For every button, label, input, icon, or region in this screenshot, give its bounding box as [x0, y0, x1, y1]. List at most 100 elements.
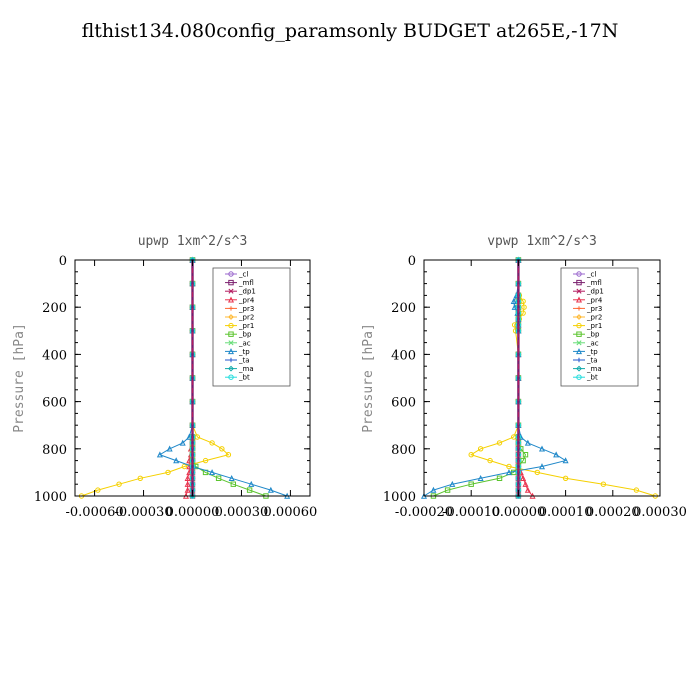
- legend-marker: [228, 374, 234, 380]
- data-point: [510, 297, 517, 304]
- y-tick-label: 400: [391, 348, 416, 363]
- data-point: [184, 486, 191, 493]
- data-point: [468, 481, 474, 487]
- data-point: [137, 475, 143, 481]
- legend-marker: [228, 322, 234, 329]
- y-tick-label: 1000: [383, 490, 416, 505]
- legend-label: _pr1: [586, 322, 602, 330]
- legend-label: _ta: [586, 357, 598, 365]
- legend-label: _pr3: [586, 305, 602, 313]
- legend-marker: [576, 365, 582, 372]
- y-tick-label: 800: [391, 443, 416, 458]
- legend-marker: [576, 271, 582, 277]
- data-point: [477, 446, 484, 452]
- legend-label: _tp: [238, 348, 250, 356]
- legend-marker: [576, 340, 582, 346]
- legend-label: _bt: [238, 374, 250, 382]
- y-axis-label: Pressure [hPa]: [12, 323, 27, 433]
- data-point: [228, 474, 235, 481]
- legend-marker: [228, 288, 234, 294]
- data-point: [156, 451, 163, 458]
- legend-label: _bt: [586, 374, 598, 382]
- series-line: [423, 260, 567, 497]
- data-point: [562, 457, 569, 464]
- data-point: [165, 469, 171, 476]
- x-tick-label: -0.00020: [395, 505, 453, 520]
- legend-label: _tp: [586, 348, 598, 356]
- data-point: [95, 487, 101, 493]
- data-point: [209, 440, 215, 446]
- data-point: [522, 480, 529, 487]
- data-point: [468, 452, 474, 458]
- data-point: [267, 486, 274, 493]
- data-point: [179, 439, 186, 446]
- data-point: [230, 481, 236, 487]
- data-point: [496, 475, 503, 482]
- legend-box: [560, 267, 639, 387]
- panel-title: vpwp 1xm^2/s^3: [487, 234, 597, 249]
- x-tick-label: 0.00000: [166, 505, 220, 520]
- legend-label: _ac: [238, 339, 251, 347]
- legend-box: [212, 267, 291, 387]
- legend-label: _pr3: [238, 305, 254, 313]
- data-point: [219, 446, 225, 452]
- y-tick-label: 800: [42, 443, 67, 458]
- legend: _cl_mfl_dp1_pr4_pr3_pr2_pr1_bp_ac_tp_ta_…: [212, 267, 291, 387]
- legend-label: _pr2: [238, 314, 254, 322]
- legend-label: _mfl: [586, 279, 602, 287]
- legend-label: _pr4: [238, 296, 255, 304]
- legend-marker: [228, 357, 234, 363]
- legend-marker: [228, 331, 234, 337]
- y-tick-label: 0: [59, 254, 67, 269]
- legend-label: _pr4: [586, 296, 603, 304]
- legend-marker: [576, 331, 582, 337]
- data-point: [225, 452, 232, 458]
- legend-marker: [576, 357, 582, 363]
- y-tick-label: 0: [408, 254, 416, 269]
- x-tick-label: -0.00060: [66, 505, 124, 520]
- data-point: [524, 486, 531, 493]
- legend-marker: [576, 322, 582, 329]
- x-tick-label: 0.00010: [539, 505, 593, 520]
- data-point: [521, 304, 527, 310]
- data-point: [538, 463, 546, 470]
- legend-marker: [228, 306, 234, 311]
- y-axis-label: Pressure [hPa]: [361, 323, 376, 433]
- legend-label: _dp1: [238, 288, 256, 296]
- vpwp-panel: vpwp 1xm^2/s^3 Pressure [hPa] 0 200 400 600 80…: [361, 234, 687, 520]
- data-point: [181, 463, 188, 470]
- data-point: [538, 445, 546, 452]
- series-line: [433, 260, 527, 497]
- legend-marker: [576, 314, 582, 320]
- legend-label: _cl: [238, 271, 248, 279]
- data-point: [184, 474, 191, 481]
- legend-marker: [575, 348, 583, 355]
- data-point: [506, 463, 512, 470]
- data-point: [520, 474, 527, 481]
- legend-marker: [227, 296, 235, 303]
- legend-label: _ta: [238, 357, 250, 365]
- data-point: [246, 487, 253, 493]
- panel-title: upwp 1xm^2/s^3: [138, 234, 248, 249]
- y-tick-label: 600: [42, 396, 67, 411]
- series-line: [81, 260, 230, 497]
- legend-marker: [228, 279, 234, 286]
- legend-label: _pr1: [238, 322, 254, 330]
- y-tick-label: 1000: [34, 490, 67, 505]
- data-point: [562, 475, 569, 481]
- legend-marker: [575, 296, 583, 303]
- series-pr1: [78, 257, 232, 499]
- legend-marker: [576, 374, 582, 380]
- data-point: [522, 452, 529, 458]
- data-point: [505, 469, 512, 476]
- legend-label: _dp1: [586, 288, 604, 296]
- legend-label: _cl: [586, 271, 596, 279]
- data-point: [477, 474, 484, 481]
- y-tick-label: 200: [391, 301, 416, 316]
- legend-label: _ac: [586, 339, 599, 347]
- x-tick-label: 0.00020: [586, 505, 640, 520]
- upwp-panel: upwp 1xm^2/s^3 Pressure [hPa] 0 200 400 600 80…: [12, 234, 317, 520]
- legend-marker: [576, 279, 582, 286]
- x-tick-label: 0.00000: [492, 505, 546, 520]
